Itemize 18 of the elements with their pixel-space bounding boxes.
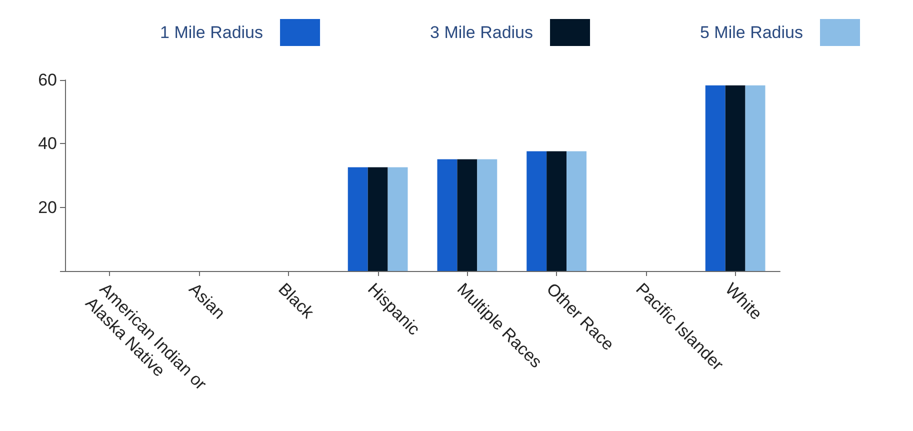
bar: [477, 159, 498, 271]
legend-label: 1 Mile Radius: [160, 23, 264, 42]
bar: [388, 167, 408, 271]
legend-label: 5 Mile Radius: [700, 23, 803, 42]
bar: [437, 159, 458, 271]
y-tick-label: 20: [38, 198, 57, 217]
bar: [705, 85, 726, 271]
bar: [368, 167, 388, 271]
y-tick-label: 40: [38, 134, 57, 154]
bar: [457, 159, 478, 271]
bar: [546, 151, 567, 271]
bar: [725, 85, 746, 271]
bar: [348, 167, 368, 271]
bar: [745, 85, 766, 271]
bar: [526, 151, 547, 271]
y-tick-label: 60: [38, 70, 57, 90]
legend-label: 3 Mile Radius: [430, 23, 534, 42]
bar: [566, 151, 587, 271]
